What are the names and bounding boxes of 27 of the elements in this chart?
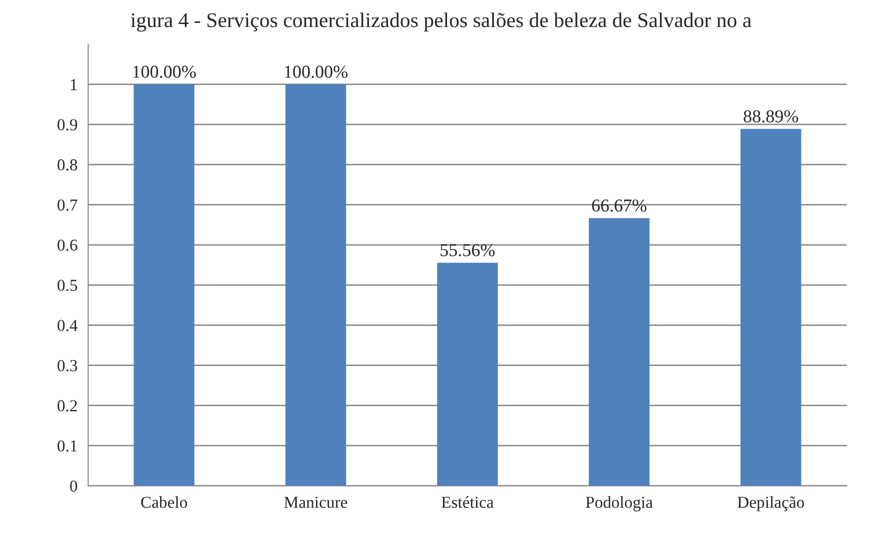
data-label: 100.00% <box>285 66 348 78</box>
bar <box>134 84 194 486</box>
y-tick-label: 0.2 <box>58 400 77 412</box>
data-label: 88.89% <box>744 110 798 123</box>
y-tick-label: 0.5 <box>58 280 78 292</box>
y-tick-label: 0.9 <box>58 119 78 130</box>
y-tick-label: 0.1 <box>58 440 77 452</box>
x-tick-label: Cabelo <box>141 496 188 508</box>
x-tick-label: Podologia <box>586 496 653 512</box>
bar <box>588 218 650 486</box>
data-label: 55.56% <box>440 244 495 256</box>
y-tick-label: 0.7 <box>58 199 78 211</box>
x-tick-label: Depilação <box>738 496 804 512</box>
x-tick-label: Estética <box>442 496 494 508</box>
bar <box>285 84 346 486</box>
chart-title: igura 4 - Serviços comercializados pelos salões de beleza de Salvador no a <box>130 12 752 32</box>
x-tick-label: Manicure <box>284 496 348 508</box>
y-tick-label: 0.8 <box>58 159 78 171</box>
y-tick-label: 0.4 <box>58 320 78 332</box>
y-tick-label: 0.3 <box>58 360 78 372</box>
bar <box>740 128 802 486</box>
data-label: 100.00% <box>133 66 196 78</box>
y-tick-label: 0.6 <box>58 240 78 251</box>
data-label: 66.67% <box>592 199 646 212</box>
y-tick-label: 1 <box>70 79 77 90</box>
y-tick-label: 0 <box>70 480 78 492</box>
bar <box>437 262 498 486</box>
